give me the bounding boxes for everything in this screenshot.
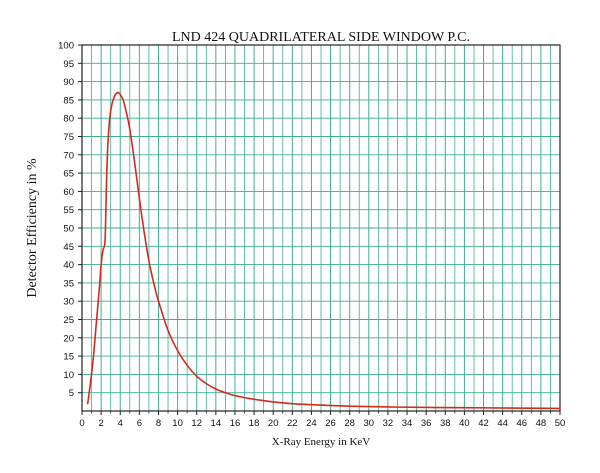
x-tick-label: 40 [459,418,470,429]
y-tick-label: 5 [69,388,74,399]
y-axis-label: Detector Efficiency in % [25,158,40,298]
efficiency-curve [86,91,561,410]
x-tick-label: 36 [421,418,432,429]
y-tick-label: 15 [63,352,74,363]
x-tick-label: 42 [478,418,489,429]
y-tick-label: 60 [63,187,74,198]
x-tick-label: 26 [325,418,336,429]
series [86,91,561,410]
x-tick-label: 38 [440,418,451,429]
x-tick-label: 22 [287,418,298,429]
x-tick-label: 32 [383,418,394,429]
y-tick-label: 25 [63,315,74,326]
x-tick-label: 12 [191,418,202,429]
x-tick-label: 20 [268,418,279,429]
y-tick-label: 90 [63,77,74,88]
x-tick-label: 34 [402,418,413,429]
chart-title: LND 424 QUADRILATERAL SIDE WINDOW P.C. [172,30,470,45]
y-tick-label: 35 [63,278,74,289]
x-tick-labels: 0 2 4 6 8 10 12 14 16 18 20 22 24 26 28 30 32 34 36 38 40 42 4… [79,418,565,429]
y-tick-label: 65 [63,169,74,180]
x-tick-label: 8 [156,418,161,429]
x-tick-label: 30 [364,418,375,429]
y-tick-label: 40 [63,260,74,271]
x-axis-label: X-Ray Energy in KeV [272,436,371,448]
y-tick-label: 50 [63,224,74,235]
x-tick-label: 14 [211,418,222,429]
y-tick-label: 70 [63,150,74,161]
y-tick-label: 10 [63,370,74,381]
x-tick-label: 2 [98,418,103,429]
y-tick-label: 85 [63,95,74,106]
y-tick-label: 20 [63,333,74,344]
y-tick-labels: 5 10 15 20 25 30 35 40 45 50 55 60 65 70 75 80 85 90 95 100 [58,41,74,400]
axes [78,44,561,415]
y-tick-label: 30 [63,297,74,308]
grid [82,45,560,411]
y-tick-label: 95 [63,59,74,70]
x-tick-label: 48 [536,418,547,429]
x-tick-label: 18 [249,418,260,429]
y-tick-label: 100 [58,41,74,52]
x-tick-label: 6 [137,418,142,429]
x-tick-label: 0 [79,418,84,429]
y-tick-label: 45 [63,242,74,253]
y-tick-label: 80 [63,114,74,125]
x-tick-label: 28 [344,418,355,429]
x-tick-label: 16 [230,418,241,429]
x-tick-label: 50 [555,418,566,429]
x-tick-label: 24 [306,418,317,429]
x-tick-label: 46 [516,418,527,429]
x-tick-label: 44 [497,418,508,429]
y-tick-label: 55 [63,205,74,216]
x-tick-label: 4 [118,418,123,429]
y-tick-label: 75 [63,132,74,143]
x-tick-label: 10 [172,418,183,429]
